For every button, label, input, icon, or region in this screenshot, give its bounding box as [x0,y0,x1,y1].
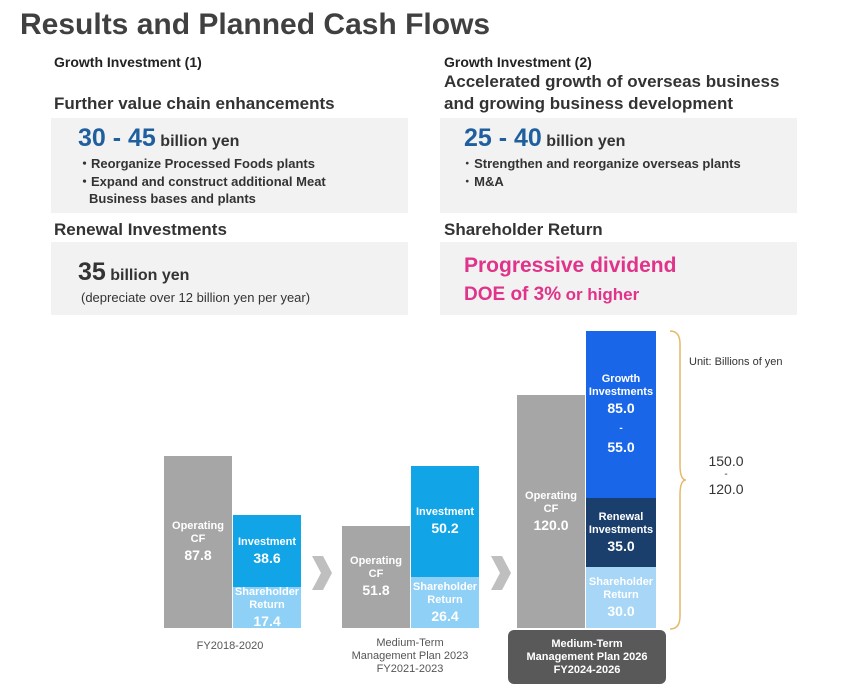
brace-label: 150.0 - 120.0 [704,452,748,498]
growth1-unit: billion yen [160,133,240,150]
renewal-unit: billion yen [110,267,190,284]
bar-renewal-investments-fy2024-2026: Renewal Investments 35.0 [586,498,656,567]
bar-investment-fy2021-2023: Investment 50.2 [411,466,479,577]
bar-value: 30.0 [607,602,635,619]
period-line: Medium-Term [376,637,444,649]
bar-value: 26.4 [431,607,459,624]
shareholder-heading: Shareholder Return [444,220,603,239]
shareholder-line1: Progressive dividend [464,254,677,277]
bar-value: 17.4 [253,612,281,629]
bar-label: Shareholder Return [412,580,478,606]
brace-label-top: 150.0 [708,453,744,469]
growth2-bullet: ･ Strengthen and reorganize overseas pla… [464,156,741,171]
growth2-heading-line1: Accelerated growth of overseas business [444,72,780,91]
bar-label: Operating CF [350,555,402,580]
growth1-bullet: Business bases and plants [89,191,256,206]
bar-operating-cf-fy2024-2026: Operating CF 120.0 [517,395,585,628]
renewal-heading: Renewal Investments [54,220,227,239]
growth2-unit: billion yen [546,133,626,150]
bar-shareholder-return-fy2018-2020: Shareholder Return 17.4 [233,585,301,629]
bar-label: Shareholder Return [588,575,654,601]
growth2-bullet: ･ M&A [464,174,504,189]
page-title: Results and Planned Cash Flows [20,8,491,41]
growth1-bullet: ・Expand and construct additional Meat [78,174,326,189]
period-line: FY2024-2026 [553,663,621,676]
bar-operating-cf-fy2018-2020: Operating CF 87.8 [164,456,232,628]
bar-value: 38.6 [253,549,281,566]
brace-icon [669,330,687,630]
period-label-fy2021-2023: Medium-Term Management Plan 2023 FY2021-… [338,637,482,676]
brace-label-sep: - [724,469,728,480]
bar-label: Investment [415,506,475,518]
bar-value: 120.0 [533,516,569,533]
bar-shareholder-return-fy2021-2023: Shareholder Return 26.4 [411,577,479,628]
growth1-heading: Further value chain enhancements [54,94,335,113]
bar-label: Investment [237,535,297,548]
unit-note: Unit: Billions of yen [689,356,783,368]
bar-value: 51.8 [362,582,390,598]
chevron-right-icon [491,556,511,590]
bar-value: 87.8 [184,547,212,563]
shareholder-line2-tail: or higher [565,285,640,304]
shareholder-line2-main: DOE of 3% [464,284,562,305]
bar-growth-investments-fy2024-2026: Growth Investments 85.0-55.0 [586,331,656,498]
bar-label: Operating CF [525,489,577,515]
bar-label: Operating CF [172,520,224,545]
growth2-heading-line2: and growing business development [444,94,734,113]
period-label-fy2024-2026: Medium-Term Management Plan 2026 FY2024-… [508,630,666,684]
renewal-amount: 35 [78,258,106,286]
period-line: Management Plan 2026 [526,650,648,663]
bar-value: 50.2 [431,520,459,536]
period-line: Medium-Term [551,637,623,650]
growth1-header: Growth Investment (1) [54,54,202,70]
bar-shareholder-return-fy2024-2026: Shareholder Return 30.0 [586,567,656,628]
shareholder-box: Progressive dividend DOE of 3% or higher [440,242,797,315]
period-label-fy2018-2020: FY2018-2020 [196,640,264,652]
period-line: FY2021-2023 [376,663,444,675]
bar-label: Growth Investments [588,373,654,398]
bar-value: 85.0-55.0 [607,400,635,455]
brace-label-bottom: 120.0 [708,481,744,497]
growth2-header: Growth Investment (2) [444,54,592,70]
growth1-box: 30 - 45 billion yen ・Reorganize Processe… [51,118,408,213]
growth2-range: 25 - 40 [464,124,542,152]
period-line: Management Plan 2023 [351,650,469,662]
renewal-note: (depreciate over 12 billion yen per year… [81,290,311,305]
bar-value: 35.0 [607,537,635,554]
bar-label: Renewal Investments [588,510,654,536]
bar-operating-cf-fy2021-2023: Operating CF 51.8 [342,526,410,628]
growth1-bullet: ・Reorganize Processed Foods plants [78,156,315,171]
bar-investment-fy2018-2020: Investment 38.6 [233,515,301,587]
bar-label: Shareholder Return [234,585,300,611]
growth2-box: 25 - 40 billion yen ･ Strengthen and reo… [440,118,797,213]
renewal-box: 35 billion yen (depreciate over 12 billi… [51,242,408,315]
chevron-right-icon [312,556,332,590]
growth1-range: 30 - 45 [78,124,156,152]
